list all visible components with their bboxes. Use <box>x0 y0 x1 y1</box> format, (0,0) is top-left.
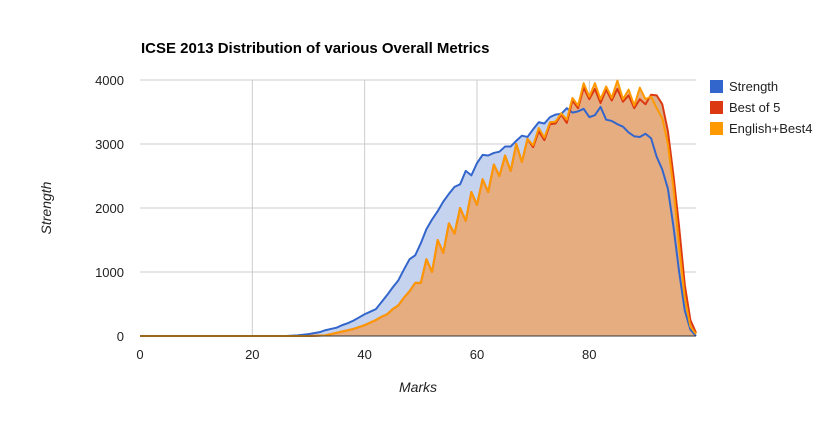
series-line-2 <box>140 79 697 337</box>
chart-title: ICSE 2013 Distribution of various Overal… <box>141 40 489 57</box>
legend-label: Strength <box>729 79 778 94</box>
x-tick-label: 0 <box>136 347 143 362</box>
y-tick-label: 1000 <box>95 265 124 280</box>
legend-swatch <box>710 101 723 114</box>
y-tick-label: 2000 <box>95 201 124 216</box>
series-area-2 <box>140 80 696 336</box>
x-axis-title: Marks <box>399 379 437 395</box>
axes: 0 1000 2000 3000 4000 0 20 40 60 80 <box>95 73 696 362</box>
legend-label: Best of 5 <box>729 100 780 115</box>
series-lines <box>140 79 697 337</box>
y-tick-label: 3000 <box>95 137 124 152</box>
x-tick-label: 20 <box>245 347 259 362</box>
y-axis-title: Strength <box>38 181 54 234</box>
y-tick-label: 0 <box>117 329 124 344</box>
legend-label: English+Best4 <box>729 121 812 136</box>
y-tick-label: 4000 <box>95 73 124 88</box>
x-tick-label: 60 <box>470 347 484 362</box>
x-tick-label: 80 <box>582 347 596 362</box>
x-tick-label: 40 <box>357 347 371 362</box>
series-line-0 <box>140 105 697 337</box>
legend: Strength Best of 5 English+Best4 <box>710 79 812 136</box>
legend-swatch <box>710 80 723 93</box>
legend-swatch <box>710 122 723 135</box>
series-areas <box>140 80 696 337</box>
